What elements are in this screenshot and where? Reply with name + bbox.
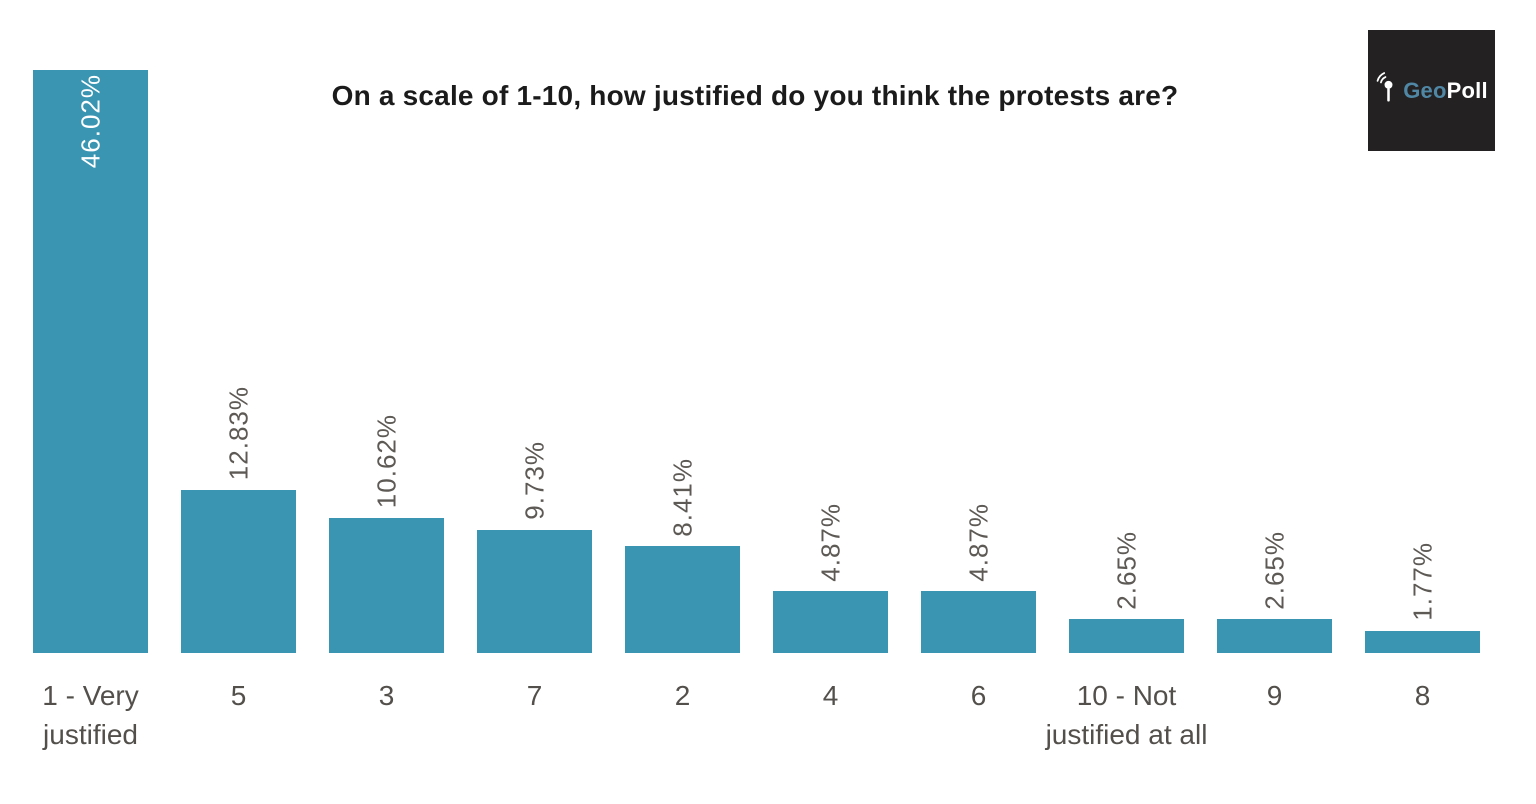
chart-title: On a scale of 1-10, how justified do you… bbox=[331, 80, 1179, 111]
bar-category-label: 3 bbox=[378, 680, 395, 711]
bar bbox=[1365, 630, 1480, 653]
bar bbox=[1217, 619, 1332, 653]
bar-category-label: 7 bbox=[526, 680, 543, 711]
bar-category-label: 2 bbox=[674, 680, 691, 711]
bar bbox=[329, 518, 444, 653]
bar bbox=[921, 591, 1036, 653]
bar-value-label: 2.65% bbox=[1259, 530, 1289, 610]
bar-category-label: 10 - Not justified at all bbox=[1045, 680, 1208, 750]
bar-value-label: 2.65% bbox=[1111, 530, 1141, 610]
logo-text-poll: Poll bbox=[1446, 77, 1488, 103]
bar-category-label: 1 - Very justified bbox=[42, 680, 139, 750]
bar bbox=[477, 529, 592, 653]
geopoll-logo-row: Geo Poll bbox=[1375, 71, 1488, 105]
geopoll-logo: Geo Poll bbox=[1368, 30, 1495, 151]
bar-value-label: 46.02% bbox=[75, 74, 105, 169]
bar-category-label: 8 bbox=[1414, 680, 1431, 711]
bar bbox=[625, 546, 740, 653]
bar bbox=[181, 490, 296, 653]
bar-category-label: 6 bbox=[970, 680, 987, 711]
bar-category-label: 5 bbox=[230, 680, 247, 711]
bar-value-label: 4.87% bbox=[815, 502, 845, 582]
bar-value-label: 9.73% bbox=[519, 441, 549, 520]
bar-value-label: 8.41% bbox=[667, 457, 697, 537]
bar-category-label: 4 bbox=[822, 680, 839, 711]
bar-value-label: 1.77% bbox=[1407, 541, 1437, 621]
geopoll-pin-icon bbox=[1375, 71, 1403, 105]
bar bbox=[773, 591, 888, 653]
bar-value-label: 10.62% bbox=[371, 414, 401, 509]
logo-text-geo: Geo bbox=[1403, 77, 1447, 103]
bar-value-label: 12.83% bbox=[223, 386, 253, 481]
bar-category-label: 9 bbox=[1266, 680, 1283, 711]
bar-value-label: 4.87% bbox=[963, 502, 993, 582]
bar bbox=[33, 70, 148, 653]
bar bbox=[1069, 619, 1184, 653]
